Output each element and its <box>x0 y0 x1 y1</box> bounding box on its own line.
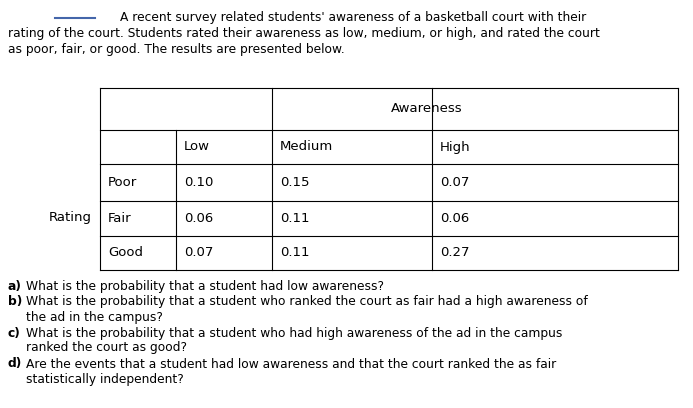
Text: High: High <box>440 140 471 153</box>
Text: rating of the court. Students rated their awareness as low, medium, or high, and: rating of the court. Students rated thei… <box>8 27 600 40</box>
Text: Medium: Medium <box>280 140 333 153</box>
Text: What is the probability that a student had low awareness?: What is the probability that a student h… <box>26 280 384 293</box>
Text: 0.27: 0.27 <box>440 246 469 259</box>
Text: What is the probability that a student who had high awareness of the ad in the c: What is the probability that a student w… <box>26 326 563 355</box>
Text: 0.11: 0.11 <box>280 246 310 259</box>
Text: 0.10: 0.10 <box>184 176 213 189</box>
Text: What is the probability that a student who ranked the court as fair had a high a: What is the probability that a student w… <box>26 295 588 324</box>
Text: Rating: Rating <box>49 211 92 224</box>
Text: Awareness: Awareness <box>391 102 463 115</box>
Text: c): c) <box>8 326 21 339</box>
Text: 0.07: 0.07 <box>440 176 469 189</box>
Text: 0.11: 0.11 <box>280 212 310 225</box>
Text: as poor, fair, or good. The results are presented below.: as poor, fair, or good. The results are … <box>8 44 344 56</box>
Text: A recent survey related students' awareness of a basketball court with their: A recent survey related students' awaren… <box>120 11 586 24</box>
Text: Low: Low <box>184 140 210 153</box>
Text: 0.15: 0.15 <box>280 176 310 189</box>
Text: a): a) <box>8 280 22 293</box>
Text: Poor: Poor <box>108 176 137 189</box>
Text: 0.06: 0.06 <box>184 212 213 225</box>
Text: Good: Good <box>108 246 143 259</box>
Text: d): d) <box>8 357 22 370</box>
Text: b): b) <box>8 295 22 308</box>
Text: 0.07: 0.07 <box>184 246 213 259</box>
Text: Fair: Fair <box>108 212 132 225</box>
Text: Are the events that a student had low awareness and that the court ranked the as: Are the events that a student had low aw… <box>26 357 556 386</box>
Text: 0.06: 0.06 <box>440 212 469 225</box>
